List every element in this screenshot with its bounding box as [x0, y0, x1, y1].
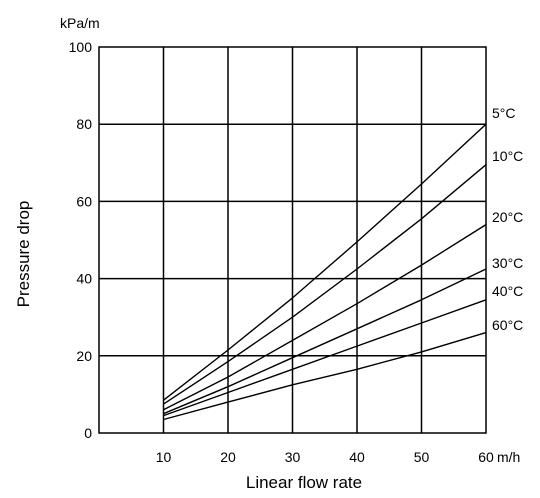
series-line-2	[163, 224, 487, 411]
x-axis-unit: m/h	[497, 449, 520, 465]
plot-frame	[98, 46, 487, 434]
x-tick-label: 40	[349, 449, 365, 465]
x-tick-label: 60	[478, 449, 494, 465]
series-line-1	[163, 164, 487, 405]
x-tick-label: 30	[285, 449, 301, 465]
y-tick-label: 100	[69, 39, 93, 55]
x-tick-label: 10	[156, 449, 172, 465]
series-label: 20°C	[492, 209, 523, 225]
y-tick-label: 20	[76, 348, 92, 364]
x-axis-title: Linear flow rate	[246, 473, 362, 492]
y-tick-label: 40	[76, 271, 92, 287]
y-tick-label: 0	[84, 425, 92, 441]
series-line-3	[163, 268, 487, 415]
y-axis-unit: kPa/m	[60, 15, 100, 31]
series-label: 10°C	[492, 148, 523, 164]
series-label: 60°C	[492, 317, 523, 333]
x-tick-label: 20	[220, 449, 236, 465]
y-axis-title: Pressure drop	[14, 201, 33, 308]
series-label: 5°C	[492, 105, 516, 121]
y-tick-label: 60	[76, 193, 92, 209]
series-line-4	[163, 299, 487, 417]
series-lines	[163, 123, 487, 421]
tick-labels: 10 20 30 40 50 60 0 20 40 60 80 100	[69, 39, 494, 465]
series-label: 40°C	[492, 283, 523, 299]
y-tick-label: 80	[76, 116, 92, 132]
x-tick-label: 50	[414, 449, 430, 465]
series-label: 30°C	[492, 255, 523, 271]
series-labels: 5°C 10°C 20°C 30°C 40°C 60°C	[492, 105, 523, 333]
grid	[99, 47, 486, 433]
series-line-5	[163, 331, 487, 421]
series-line-0	[163, 123, 487, 401]
